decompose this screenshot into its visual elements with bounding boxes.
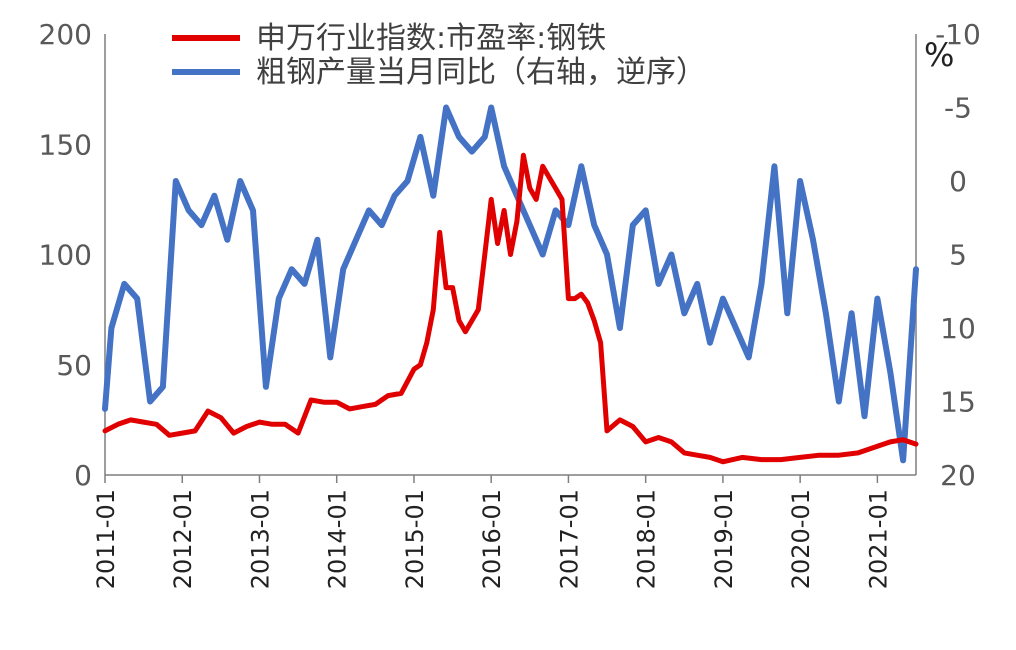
left-tick-label: 150	[39, 128, 92, 161]
right-tick-label: 20	[940, 459, 976, 492]
right-axis-ticks: 20 15 10 5 0 -5 -10	[935, 18, 981, 492]
legend-label-pe-ratio: 申万行业指数:市盈率:钢铁	[256, 21, 606, 56]
right-tick-label: 15	[940, 386, 976, 419]
left-tick-label: 100	[39, 239, 92, 272]
legend-label-steel-output: 粗钢产量当月同比（右轴，逆序）	[256, 55, 706, 90]
right-tick-label: 0	[949, 165, 967, 198]
x-tick-label: 2013-01	[246, 489, 274, 589]
right-tick-label: 5	[949, 239, 967, 272]
series-layer	[102, 104, 919, 465]
x-tick-label: 2015-01	[401, 489, 429, 589]
right-tick-label: -10	[935, 18, 981, 51]
x-tick-label: 2012-01	[169, 489, 197, 589]
x-tick-label: 2016-01	[478, 489, 506, 589]
x-tick-label: 2019-01	[710, 489, 738, 589]
left-tick-label: 0	[74, 459, 92, 492]
series-line-steel-output	[102, 104, 919, 464]
x-tick-label: 2014-01	[324, 489, 352, 589]
series-line-pe-ratio	[102, 152, 919, 465]
right-tick-label: 10	[940, 312, 976, 345]
left-tick-label: 50	[56, 349, 92, 382]
x-tick-label: 2020-01	[787, 489, 815, 589]
left-axis-ticks: 0 50 100 150 200	[39, 18, 92, 492]
right-tick-label: -5	[944, 92, 972, 125]
legend: 申万行业指数:市盈率:钢铁 粗钢产量当月同比（右轴，逆序）	[172, 21, 706, 90]
x-tick-label: 2017-01	[555, 489, 583, 589]
x-axis-ticks: 2011-01 2012-01 2013-01 2014-01 2015-01 2016-…	[92, 475, 892, 589]
x-tick-label: 2011-01	[92, 489, 120, 589]
x-tick-label: 2021-01	[864, 489, 892, 589]
right-axis-unit: %	[924, 36, 954, 74]
x-tick-label: 2018-01	[633, 489, 661, 589]
left-tick-label: 200	[39, 18, 92, 51]
